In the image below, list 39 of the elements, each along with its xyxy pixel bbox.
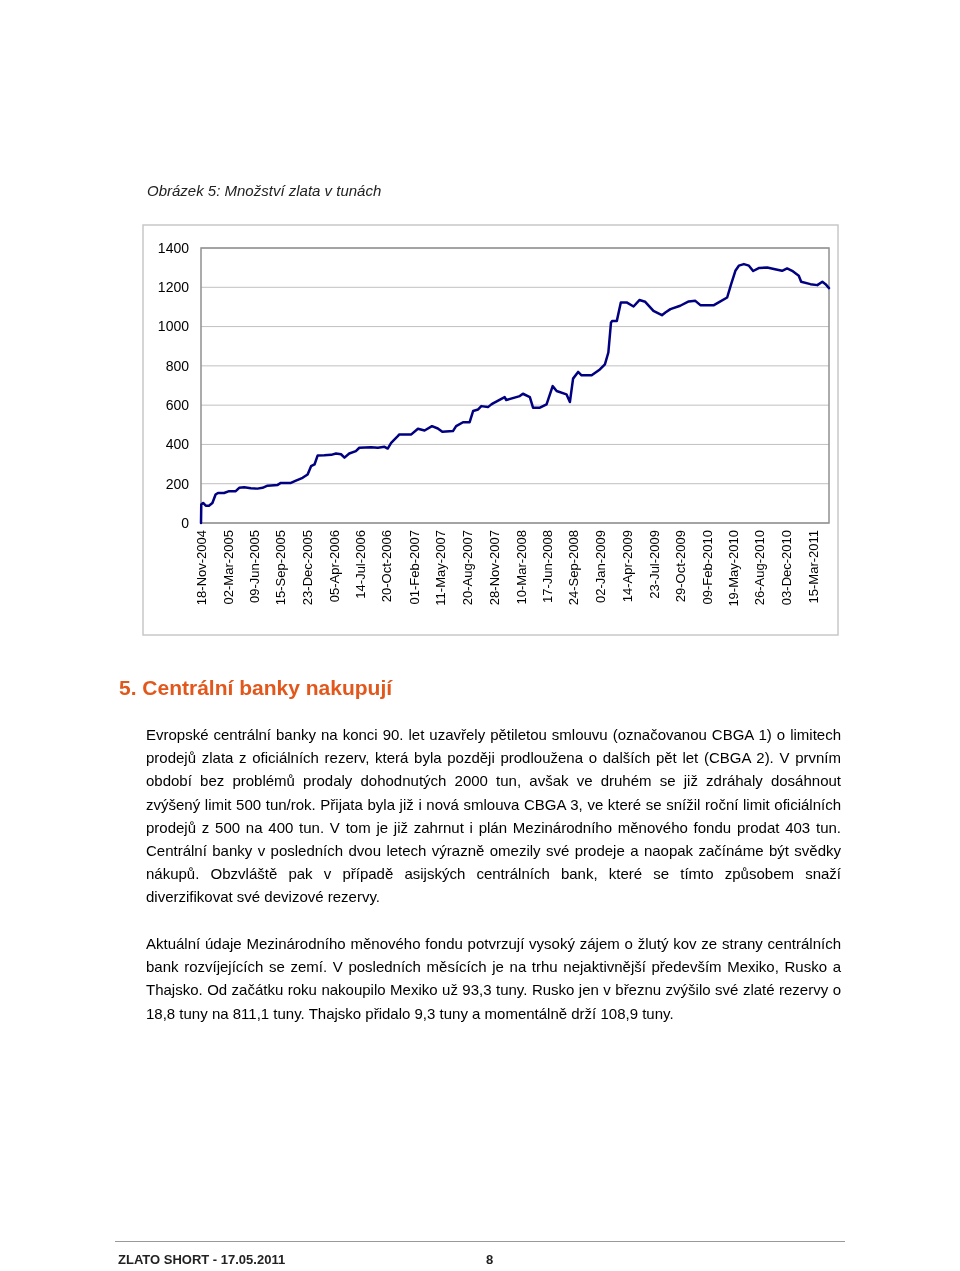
x-tick-label: 23-Jul-2009 <box>646 530 662 599</box>
x-tick-label: 19-May-2010 <box>726 530 742 607</box>
x-tick-label: 02-Jan-2009 <box>592 530 608 603</box>
x-tick-label: 24-Sep-2008 <box>566 530 582 606</box>
chart-title: Obrázek 5: Množství zlata v tunách <box>147 182 382 199</box>
x-tick-label: 03-Dec-2010 <box>778 530 794 606</box>
y-tick-label: 1200 <box>157 279 190 296</box>
x-tick-label: 01-Feb-2007 <box>407 530 423 605</box>
text: Aktuální údaje Mezinárodního měnového fondu potvrzují vysoký zájem o žlutý kov ze strany centrálních bank rozvíjejících se zemí. V posledních měsících je na trhu nejaktivnější především Mexiko, Rusko a Thajsko. Od začátku roku nakoupilo Mexiko už 93,3 tuny. Rusko jen v březnu zvýšilo své zlaté rezervy o 18,8 tuny na 811,1 tuny. Thajsko přidalo 9,3 tuny a momentálně drží 108,9 tuny. <box>146 934 841 1024</box>
y-tick-label: 0 <box>181 514 190 531</box>
x-tick-label: 23-Dec-2005 <box>299 530 315 606</box>
x-tick-label: 09-Jun-2005 <box>247 530 263 603</box>
text: 8 <box>486 1252 494 1267</box>
x-tick-label: 20-Oct-2006 <box>379 530 395 603</box>
x-tick-label: 29-Oct-2009 <box>672 530 688 603</box>
text: 5. Centrální banky nakupují <box>119 676 393 700</box>
y-tick-label: 400 <box>165 436 190 453</box>
y-tick-label: 200 <box>165 475 190 492</box>
line-series <box>199 262 831 525</box>
x-tick-label: 11-May-2007 <box>433 530 449 606</box>
x-tick-label: 10-Mar-2008 <box>513 530 529 605</box>
x-tick-label: 20-Aug-2007 <box>460 530 476 606</box>
x-tick-label: 02-Mar-2005 <box>221 530 237 605</box>
y-tick-label: 1000 <box>157 318 190 335</box>
x-tick-label: 15-Sep-2005 <box>273 530 289 606</box>
x-tick-label: 18-Nov-2004 <box>193 530 209 606</box>
text: ZLATO SHORT - 17.05.2011 <box>118 1252 286 1267</box>
x-tick-label: 05-Apr-2006 <box>326 530 342 603</box>
text: Evropské centrální banky na konci 90. let uzavřely pětiletou smlouvu (označovanou CBGA 1) o limitech prodejů zlata z oficiálních rezerv, která byla později prodloužena o dalších pět let (CBGA 2). V prvním období bez problémů prodaly dohodnutých 2000 tun, avšak ve druhém se již zdráhaly dosáhnout zvýšený limit 500 tun/rok. Přijata byla již i nová smlouva CBGA 3, ve které se snížil roční limit oficiálních prodejů z 500 na 400 tun. V tom je již zahrnut i plán Mezinárodního měnového fondu prodat 403 tun. Centrální banky v posledních dvou letech výrazně omezily své prodeje a naopak začínáme být svědky nákupů. Obzvláště pak v případě asijských centrálních bank, které se tímto způsobem snaží diverzifikovat své devizové rezervy. <box>146 725 841 908</box>
x-tick-label: 09-Feb-2010 <box>699 530 715 605</box>
x-tick-label: 26-Aug-2010 <box>752 530 768 606</box>
y-tick-label: 800 <box>165 357 190 374</box>
x-tick-label: 14-Apr-2009 <box>620 530 635 603</box>
y-tick-label: 600 <box>165 397 190 414</box>
x-tick-label: 14-Jul-2006 <box>353 530 369 599</box>
y-tick-label: 1400 <box>157 239 190 256</box>
x-tick-label: 17-Jun-2008 <box>540 530 556 603</box>
x-tick-label: 15-Mar-2011 <box>805 530 821 604</box>
x-tick-label: 28-Nov-2007 <box>486 530 502 606</box>
